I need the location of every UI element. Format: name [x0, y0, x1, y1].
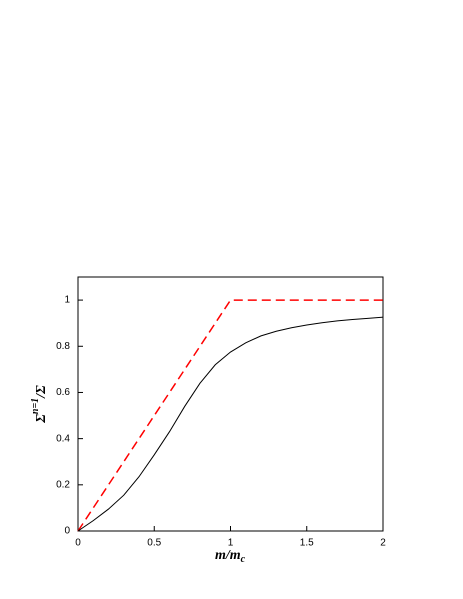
x-tick-label: 0.5 — [147, 538, 161, 549]
x-tick-label: 1 — [228, 538, 234, 549]
y-tick-label: 1 — [64, 295, 70, 306]
x-tick-label: 0 — [75, 538, 81, 549]
y-label-main: Σ — [34, 414, 49, 424]
x-label-main: m/m — [215, 548, 241, 563]
y-tick-label: 0 — [64, 526, 70, 537]
plot-frame — [77, 276, 384, 532]
x-axis-label: m/mc — [215, 548, 246, 565]
y-label-sup: n=1 — [30, 398, 41, 414]
series-line — [77, 316, 384, 532]
series-line — [77, 299, 383, 532]
y-tick-label: 0.8 — [56, 341, 70, 352]
y-tick-label: 0.2 — [56, 479, 70, 490]
y-tick-label: 0.4 — [56, 433, 70, 444]
y-label-rest: /Σ — [34, 385, 49, 399]
y-axis-label: Σn=1/Σ — [30, 385, 49, 424]
x-tick-label: 2 — [380, 538, 386, 549]
y-tick-label: 0.6 — [56, 387, 70, 398]
x-tick-label: 1.5 — [300, 538, 314, 549]
x-label-sub: c — [241, 554, 246, 565]
